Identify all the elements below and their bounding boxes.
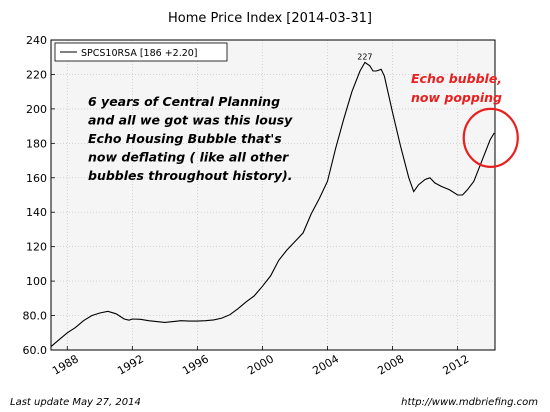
annotation-central-planning-line: and all we got was this lousy bbox=[88, 113, 293, 128]
annotation-central-planning-line: now deflating ( like all other bbox=[88, 150, 289, 165]
peak-value-label: 227 bbox=[357, 52, 372, 61]
y-tick-label: 60.0 bbox=[23, 344, 48, 357]
series-line bbox=[50, 61, 495, 348]
y-tick-label: 140 bbox=[26, 206, 47, 219]
x-tick-label: 2012 bbox=[440, 352, 471, 377]
legend: SPCS10RSA [186 +2.20] bbox=[54, 42, 228, 62]
x-tick-label: 1996 bbox=[180, 352, 211, 377]
annotation-echo-bubble-line: now popping bbox=[411, 90, 502, 105]
x-tick-label: 1992 bbox=[115, 352, 146, 377]
y-tick-label: 200 bbox=[26, 103, 47, 116]
x-tick-label: 2000 bbox=[245, 352, 276, 377]
plot-frame bbox=[50, 39, 496, 351]
source-url: http://www.mdbriefing.com bbox=[401, 397, 538, 408]
y-tick-label: 220 bbox=[26, 68, 47, 81]
y-tick-label: 80.0 bbox=[23, 310, 48, 323]
legend-box bbox=[54, 42, 228, 62]
x-tick-label: 2008 bbox=[375, 352, 406, 377]
plot-area bbox=[51, 40, 495, 350]
annotation-central-planning-line: Echo Housing Bubble that's bbox=[88, 131, 282, 146]
annotation-central-planning-line: 6 years of Central Planning bbox=[88, 94, 280, 109]
annotation-echo-bubble-line: Echo bubble, bbox=[411, 71, 502, 86]
x-tick-label: 2004 bbox=[310, 352, 341, 377]
legend-label: SPCS10RSA [186 +2.20] bbox=[81, 48, 198, 59]
annotation-central-planning-line: bubbles throughout history). bbox=[88, 168, 292, 183]
chart-title: Home Price Index [2014-03-31] bbox=[168, 11, 372, 26]
y-tick-label: 240 bbox=[26, 34, 47, 47]
y-tick-label: 180 bbox=[26, 137, 47, 150]
last-update-note: Last update May 27, 2014 bbox=[10, 397, 141, 408]
highlight-circle bbox=[462, 107, 519, 168]
y-tick-label: 160 bbox=[26, 172, 47, 185]
y-tick-label: 100 bbox=[26, 275, 47, 288]
y-tick-label: 120 bbox=[26, 241, 47, 254]
x-tick-label: 1988 bbox=[50, 352, 81, 377]
